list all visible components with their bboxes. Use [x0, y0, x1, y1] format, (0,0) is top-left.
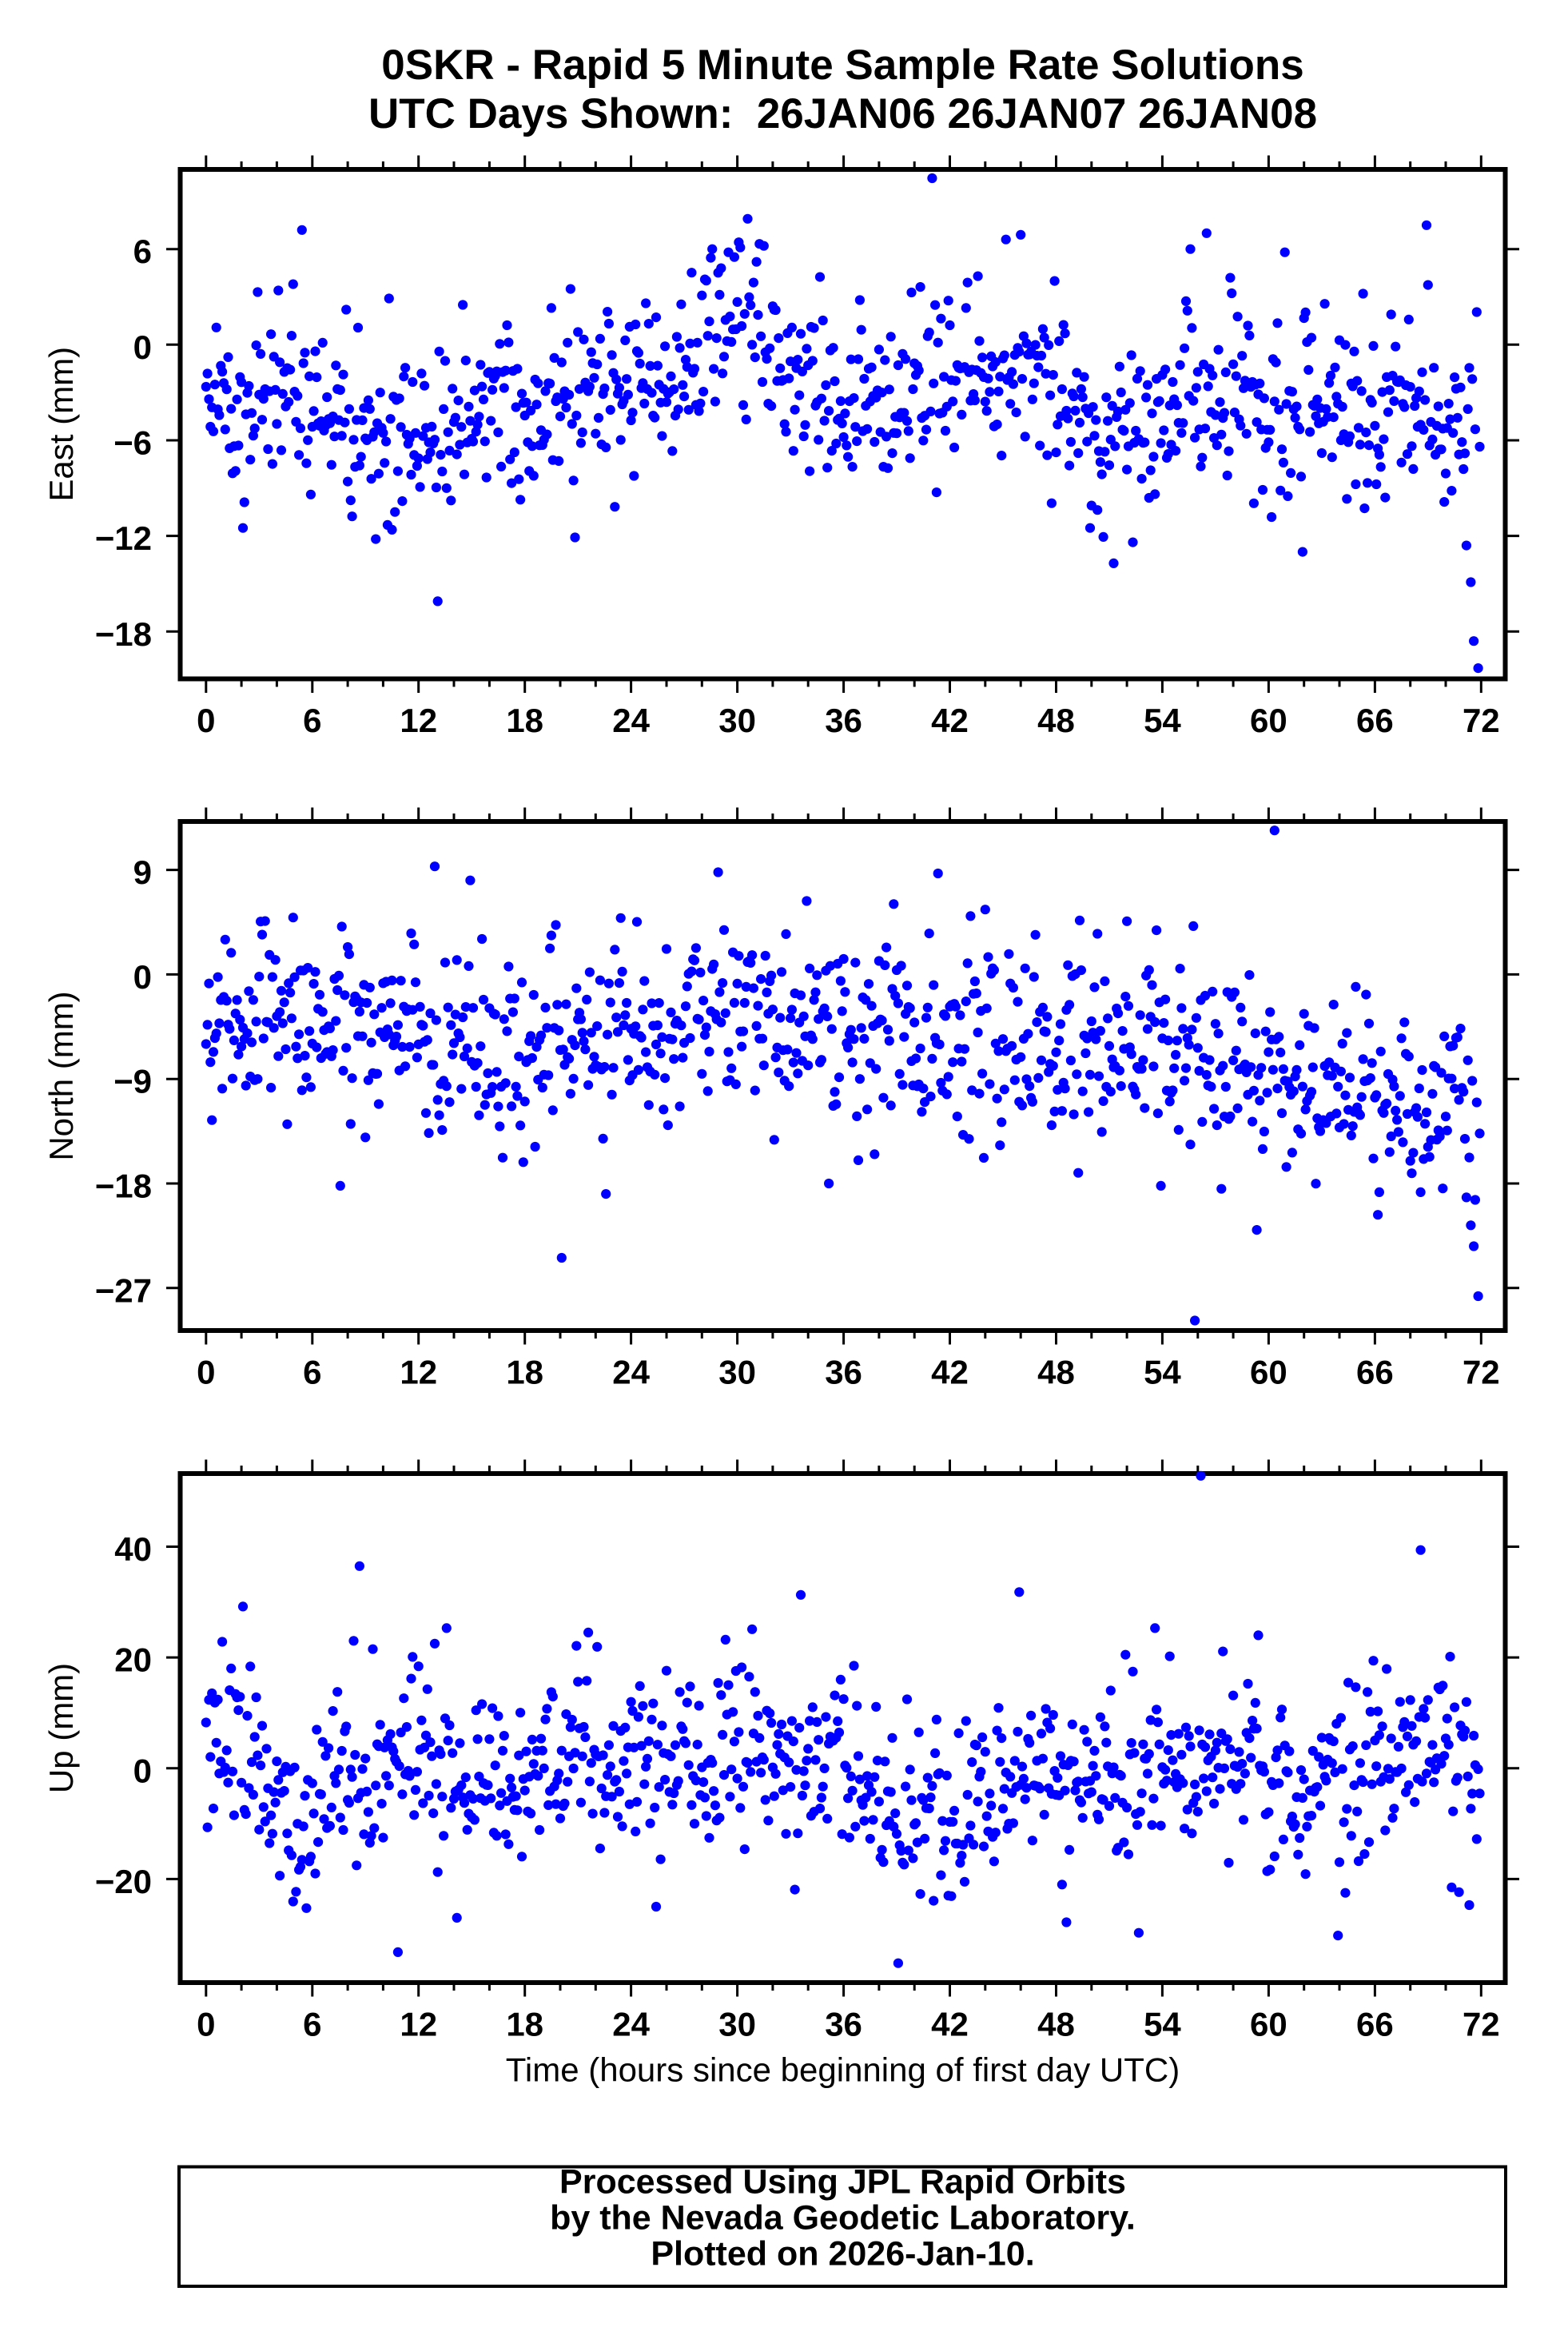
svg-text:60: 60	[1250, 702, 1287, 739]
svg-text:66: 66	[1356, 1354, 1394, 1391]
svg-text:Up (mm): Up (mm)	[42, 1663, 80, 1793]
svg-text:30: 30	[718, 2006, 756, 2043]
svg-text:36: 36	[825, 702, 862, 739]
svg-text:−9: −9	[113, 1063, 152, 1100]
svg-text:54: 54	[1144, 1354, 1181, 1391]
svg-text:−18: −18	[95, 1168, 152, 1205]
svg-text:0SKR - Rapid 5 Minute Sample R: 0SKR - Rapid 5 Minute Sample Rate Soluti…	[381, 42, 1303, 89]
svg-text:72: 72	[1463, 702, 1500, 739]
svg-text:48: 48	[1037, 2006, 1075, 2043]
svg-text:0: 0	[133, 328, 152, 366]
svg-text:24: 24	[612, 2006, 650, 2043]
svg-text:9: 9	[133, 853, 152, 891]
svg-text:−27: −27	[95, 1271, 152, 1309]
svg-text:42: 42	[931, 702, 969, 739]
svg-text:−18: −18	[95, 615, 152, 653]
svg-text:72: 72	[1463, 2006, 1500, 2043]
svg-text:UTC Days Shown: 26JAN06 26JAN: UTC Days Shown: 26JAN06 26JAN07 26JAN08	[368, 90, 1317, 137]
svg-text:6: 6	[133, 233, 152, 270]
svg-text:18: 18	[506, 702, 543, 739]
svg-text:30: 30	[718, 1354, 756, 1391]
svg-text:24: 24	[612, 1354, 650, 1391]
svg-text:60: 60	[1250, 1354, 1287, 1391]
svg-text:48: 48	[1037, 1354, 1075, 1391]
svg-text:6: 6	[303, 702, 321, 739]
svg-text:0: 0	[197, 702, 215, 739]
svg-text:60: 60	[1250, 2006, 1287, 2043]
svg-text:North (mm): North (mm)	[42, 991, 80, 1160]
svg-text:54: 54	[1144, 702, 1181, 739]
svg-text:72: 72	[1463, 1354, 1500, 1391]
svg-text:40: 40	[114, 1530, 152, 1568]
svg-text:36: 36	[825, 2006, 862, 2043]
svg-text:0: 0	[133, 1752, 152, 1789]
svg-text:by the Nevada Geodetic Laborat: by the Nevada Geodetic Laboratory.	[550, 2199, 1136, 2238]
svg-text:12: 12	[400, 1354, 437, 1391]
svg-text:−6: −6	[113, 424, 152, 461]
svg-text:12: 12	[400, 702, 437, 739]
svg-text:12: 12	[400, 2006, 437, 2043]
svg-text:36: 36	[825, 1354, 862, 1391]
svg-text:42: 42	[931, 1354, 969, 1391]
svg-text:East (mm): East (mm)	[42, 347, 80, 502]
svg-text:Time (hours since beginning of: Time (hours since beginning of first day…	[506, 2051, 1180, 2089]
svg-text:0: 0	[197, 2006, 215, 2043]
svg-text:54: 54	[1144, 2006, 1181, 2043]
svg-text:6: 6	[303, 1354, 321, 1391]
svg-text:0: 0	[133, 958, 152, 996]
svg-text:66: 66	[1356, 2006, 1394, 2043]
svg-text:0: 0	[197, 1354, 215, 1391]
svg-text:24: 24	[612, 702, 650, 739]
svg-text:−12: −12	[95, 519, 152, 557]
svg-text:6: 6	[303, 2006, 321, 2043]
svg-text:20: 20	[114, 1641, 152, 1679]
svg-text:Processed Using JPL Rapid Orbi: Processed Using JPL Rapid Orbits	[559, 2163, 1126, 2202]
svg-text:18: 18	[506, 1354, 543, 1391]
svg-text:18: 18	[506, 2006, 543, 2043]
svg-text:42: 42	[931, 2006, 969, 2043]
svg-text:48: 48	[1037, 702, 1075, 739]
svg-text:Plotted on 2026-Jan-10.: Plotted on 2026-Jan-10.	[651, 2235, 1034, 2273]
svg-text:−20: −20	[95, 1863, 152, 1900]
svg-text:30: 30	[718, 702, 756, 739]
svg-text:66: 66	[1356, 702, 1394, 739]
